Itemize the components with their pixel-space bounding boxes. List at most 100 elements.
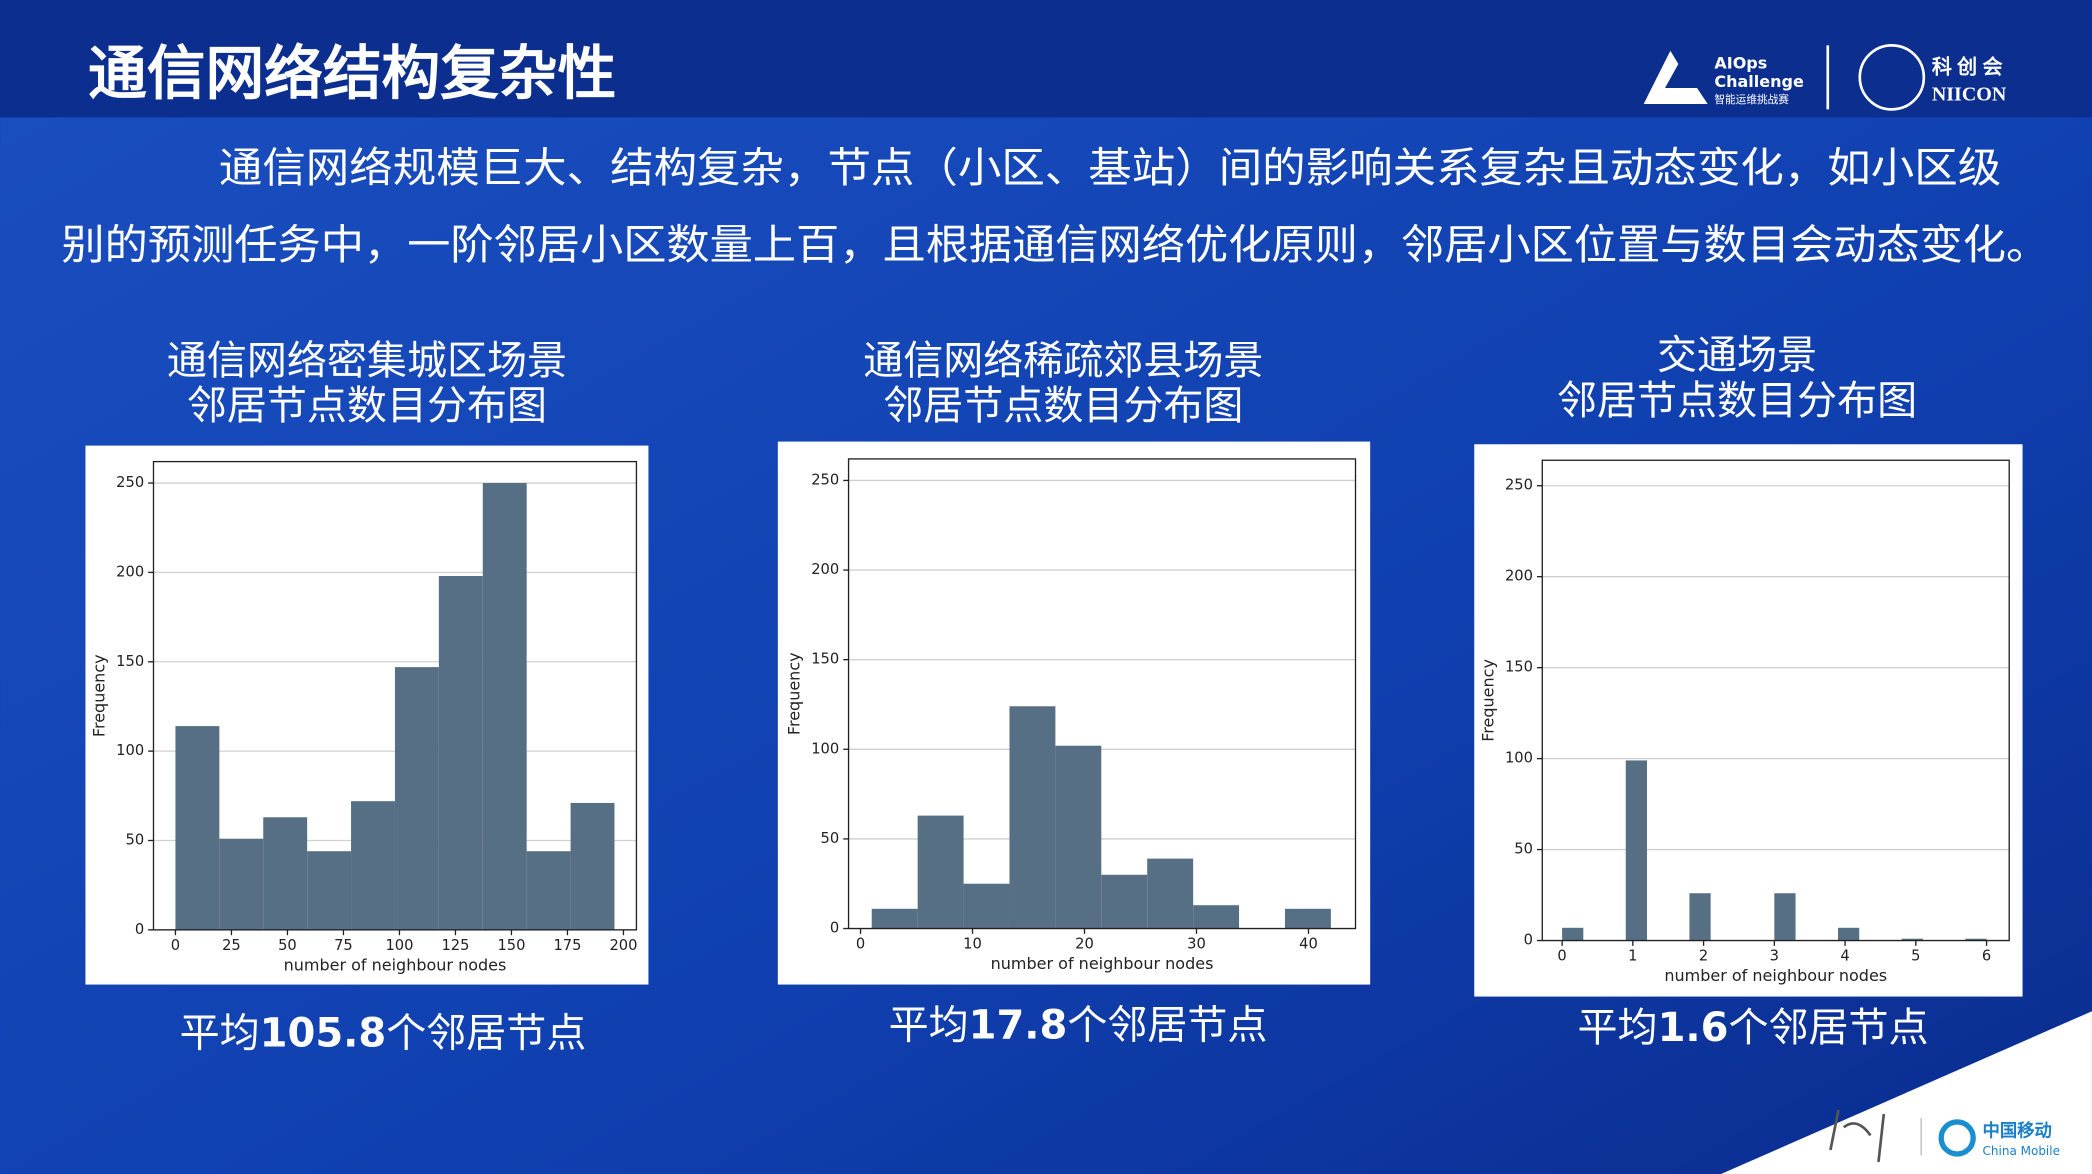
y-tick-label: 200 (1505, 568, 1533, 585)
x-tick-label: 0 (171, 937, 180, 954)
bar (1284, 908, 1331, 929)
caption-mean: 105.8 (260, 1010, 387, 1056)
plot-frame (152, 460, 638, 931)
plot-frame (847, 458, 1357, 930)
bar (1055, 745, 1102, 929)
bar (871, 908, 918, 929)
y-tick-label: 0 (135, 921, 144, 938)
logo-text: 智能运维挑战赛 (1714, 93, 1789, 106)
y-axis-label: Frequency (1478, 659, 1497, 742)
x-tick-label: 100 (385, 937, 413, 954)
bar (526, 851, 571, 930)
bar (263, 817, 308, 930)
x-tick-label: 3 (1770, 948, 1779, 965)
caption-mean: 17.8 (969, 1002, 1068, 1048)
chart-title: 邻居节点数目分布图 (883, 383, 1243, 429)
bar (1838, 927, 1860, 941)
caption-text: 平均 (889, 1002, 969, 1048)
chart-title: 邻居节点数目分布图 (187, 383, 547, 429)
x-tick-label: 2 (1699, 948, 1708, 965)
x-tick-label: 75 (334, 937, 353, 954)
chart-panel (1474, 444, 2023, 997)
china-mobile-logo: 中国移动 China Mobile (1829, 1109, 2060, 1163)
chart-title: 通信网络稀疏郊县场景 (863, 338, 1263, 384)
y-tick-label: 50 (1514, 841, 1533, 858)
x-axis-label: number of neighbour nodes (991, 954, 1214, 973)
logo-shape (1938, 1119, 1976, 1157)
caption-text: 平均 (180, 1010, 260, 1056)
x-tick-label: 20 (1075, 936, 1094, 953)
y-tick-label: 150 (116, 653, 144, 670)
logo-shape (1829, 1109, 1886, 1163)
bar (1101, 874, 1148, 929)
y-tick-label: 100 (1505, 750, 1533, 767)
bar (438, 575, 483, 930)
x-tick-label: 150 (497, 937, 525, 954)
x-tick-label: 30 (1187, 936, 1206, 953)
slide-title: 通信网络结构复杂性 (88, 39, 616, 107)
x-tick-label: 200 (609, 937, 637, 954)
y-tick-label: 250 (811, 471, 839, 488)
y-tick-label: 150 (811, 651, 839, 668)
bar (1965, 938, 1987, 941)
chart-title: 邻居节点数目分布图 (1557, 378, 1917, 424)
x-tick-label: 125 (441, 937, 469, 954)
header-band (0, 0, 2092, 118)
x-tick-label: 25 (222, 937, 241, 954)
bar (1562, 927, 1584, 941)
caption-text: 个邻居节点 (1067, 1002, 1267, 1048)
y-tick-label: 200 (116, 563, 144, 580)
logo-text: AIOps (1714, 54, 1767, 73)
chart-caption: 平均17.8个邻居节点 (889, 1002, 1268, 1048)
y-tick-label: 0 (1524, 932, 1533, 949)
x-tick-label: 0 (856, 936, 865, 953)
bar (1147, 858, 1194, 929)
bar (351, 801, 395, 930)
chart-title: 交通场景 (1657, 333, 1817, 379)
chart-caption: 平均105.8个邻居节点 (180, 1010, 587, 1056)
y-axis-label: Frequency (90, 654, 109, 737)
bar (175, 726, 220, 930)
chart-caption: 平均1.6个邻居节点 (1578, 1005, 1929, 1051)
y-tick-label: 200 (811, 561, 839, 578)
y-axis-label: Frequency (785, 652, 804, 735)
x-tick-label: 10 (963, 936, 982, 953)
logo-text: China Mobile (1983, 1144, 2060, 1158)
bar (394, 667, 439, 930)
paragraph-line: 通信网络规模巨大、结构复杂，节点（小区、基站）间的影响关系复杂且动态变化，如小区… (219, 144, 2001, 192)
bar (307, 851, 352, 930)
y-tick-label: 100 (811, 740, 839, 757)
x-axis-label: number of neighbour nodes (1664, 966, 1887, 985)
bar (1625, 760, 1647, 941)
logo-text: Challenge (1714, 72, 1804, 91)
bar (570, 802, 615, 930)
bar (1774, 893, 1796, 941)
x-tick-label: 6 (1982, 948, 1991, 965)
x-tick-label: 175 (553, 937, 581, 954)
x-tick-label: 50 (278, 937, 297, 954)
bar (917, 815, 964, 929)
caption-mean: 1.6 (1658, 1005, 1729, 1051)
bar (1689, 893, 1711, 941)
chart-title: 通信网络密集城区场景 (167, 338, 567, 384)
caption-text: 平均 (1578, 1005, 1658, 1051)
logo-text: 科创会 (1932, 55, 2008, 79)
bar (1901, 938, 1923, 941)
x-axis-label: number of neighbour nodes (284, 955, 507, 974)
paragraph-line: 别的预测任务中，一阶邻居小区数量上百，且根据通信网络优化原则，邻居小区位置与数目… (61, 221, 2049, 269)
y-tick-label: 100 (116, 742, 144, 759)
x-tick-label: 0 (1557, 948, 1566, 965)
plot-frame (1541, 459, 2010, 942)
bar (219, 838, 264, 930)
y-tick-label: 250 (116, 474, 144, 491)
aiops-logo: AIOps Challenge 智能运维挑战赛 (1643, 50, 1804, 106)
x-tick-label: 1 (1628, 948, 1637, 965)
bar (1193, 905, 1240, 929)
logo-shape (1858, 44, 1926, 111)
x-tick-label: 4 (1840, 948, 1849, 965)
